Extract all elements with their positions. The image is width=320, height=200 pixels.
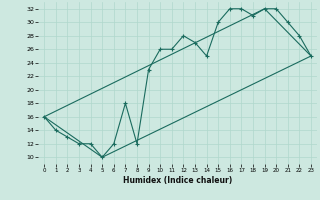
X-axis label: Humidex (Indice chaleur): Humidex (Indice chaleur) [123, 176, 232, 185]
